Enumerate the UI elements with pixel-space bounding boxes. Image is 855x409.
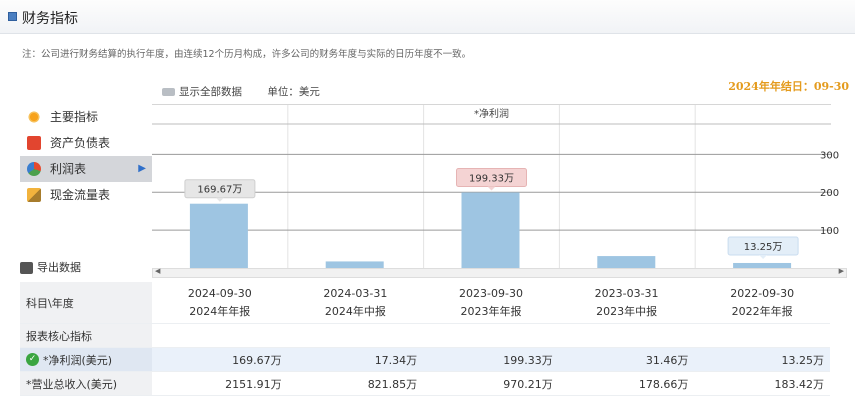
column-header: 2023-09-30 2023年年报 <box>423 282 559 323</box>
column-header: 2024-03-31 2024年中报 <box>288 282 424 323</box>
table-header-row: 科目\年度 2024-09-30 2024年年报 2024-03-31 2024年中… <box>20 282 830 324</box>
column-type: 2024年中报 <box>324 304 386 318</box>
table-cell: 183.42万 <box>774 377 824 391</box>
chart-svg: 100 200 300 *净利润 169.67万 199.33万 13.25万 <box>152 105 839 268</box>
sidebar-item-income-statement[interactable]: 利润表 ▶ <box>20 156 152 182</box>
table-cell: 970.21万 <box>503 377 553 391</box>
export-data-button[interactable]: 导出数据 <box>20 259 81 275</box>
table-cell: 199.33万 <box>503 353 553 367</box>
data-label-pointer <box>215 197 224 202</box>
financial-table: 科目\年度 2024-09-30 2024年年报 2024-03-31 2024年中… <box>20 282 830 396</box>
column-date: 2022-09-30 <box>730 286 795 300</box>
sidebar-item-label: 现金流量表 <box>50 188 111 202</box>
table-cell: 2151.91万 <box>225 377 282 391</box>
column-header: 2024-09-30 2024年年报 <box>152 282 288 323</box>
column-type: 2023年中报 <box>596 304 658 318</box>
data-label-bg <box>456 167 527 187</box>
data-label-pointer <box>759 254 768 259</box>
bar <box>461 192 520 268</box>
sidebar-item-label: 利润表 <box>50 162 87 176</box>
column-date: 2024-09-30 <box>187 286 252 300</box>
pie-chart-icon <box>27 162 41 176</box>
page-title: 财务指标 <box>22 11 78 27</box>
chart-scrollbar[interactable]: ◀ ▶ <box>152 267 847 278</box>
show-all-label: 显示全部数据 <box>179 86 242 98</box>
data-label: 199.33万 <box>469 173 514 184</box>
square-bullet-icon <box>8 12 17 21</box>
sidebar-item-main-indicators[interactable]: 主要指标 <box>20 104 152 130</box>
bar <box>189 203 248 268</box>
column-header: 2022-09-30 2022年年报 <box>694 282 830 323</box>
data-label-pointer <box>487 186 496 191</box>
export-label: 导出数据 <box>37 261 81 274</box>
column-type: 2024年年报 <box>189 304 251 318</box>
fiscal-year-end: 2024年年结日：09-30 <box>728 80 849 93</box>
sidebar-item-label: 主要指标 <box>50 110 99 124</box>
column-type: 2023年年报 <box>460 304 522 318</box>
toggle-icon <box>162 88 175 96</box>
column-date: 2024-03-31 <box>323 286 388 300</box>
row-label: *营业总收入(美元) <box>20 372 152 395</box>
y-tick-label: 100 <box>820 226 839 237</box>
net-profit-chart: 100 200 300 *净利润 169.67万 199.33万 13.25万 <box>152 104 839 270</box>
data-label: 169.67万 <box>197 185 242 196</box>
show-all-toggle[interactable]: 显示全部数据 <box>162 86 242 98</box>
section-header: 财务指标 <box>0 0 855 34</box>
table-cell: 169.67万 <box>232 353 282 367</box>
table-cell: 13.25万 <box>781 353 824 367</box>
bar <box>325 261 384 268</box>
header-label: 科目\年度 <box>20 282 152 323</box>
row-label-text: *净利润(美元) <box>43 353 113 367</box>
table-cell: 178.66万 <box>638 377 689 391</box>
table-cell: 17.34万 <box>374 353 418 367</box>
check-icon: ✓ <box>26 353 39 366</box>
sidebar: 主要指标 资产负债表 利润表 ▶ 现金流量表 <box>20 104 152 208</box>
section-label: 报表核心指标 <box>20 324 152 347</box>
cash-icon <box>27 188 41 202</box>
data-label: 13.25万 <box>744 242 783 253</box>
fiscal-note: 注：公司进行财务结算的执行年度，由连续12个历月构成，许多公司的财务年度与实际的… <box>22 49 472 60</box>
table-row-revenue[interactable]: *营业总收入(美元) 2151.91万 821.85万 970.21万 178.… <box>20 372 830 396</box>
column-date: 2023-03-31 <box>594 286 659 300</box>
y-tick-label: 200 <box>820 188 839 199</box>
document-icon <box>27 136 41 150</box>
section-row: 报表核心指标 <box>20 324 830 348</box>
sun-icon <box>27 110 41 124</box>
row-label: ✓ *净利润(美元) <box>20 348 152 371</box>
unit-label: 单位：美元 <box>267 86 320 98</box>
sidebar-item-label: 资产负债表 <box>50 136 111 150</box>
column-date: 2023-09-30 <box>459 286 523 300</box>
bar <box>597 256 656 268</box>
table-cell: 821.85万 <box>367 377 418 391</box>
column-type: 2022年年报 <box>731 304 793 318</box>
chart-title: *净利润 <box>474 107 509 120</box>
sidebar-item-balance-sheet[interactable]: 资产负债表 <box>20 130 152 156</box>
sidebar-item-cash-flow[interactable]: 现金流量表 <box>20 182 152 208</box>
table-row-net-profit[interactable]: ✓ *净利润(美元) 169.67万 17.34万 199.33万 31.46万 … <box>20 348 830 372</box>
y-tick-label: 300 <box>820 150 839 161</box>
export-icon <box>20 262 33 274</box>
table-cell: 31.46万 <box>645 353 689 367</box>
column-header: 2023-03-31 2023年中报 <box>559 282 695 323</box>
chart-options: 显示全部数据 单位：美元 <box>162 84 320 99</box>
scroll-right-icon[interactable]: ▶ <box>838 267 844 275</box>
bar <box>733 262 792 268</box>
scroll-left-icon[interactable]: ◀ <box>155 267 161 275</box>
caret-right-icon: ▶ <box>138 163 146 174</box>
